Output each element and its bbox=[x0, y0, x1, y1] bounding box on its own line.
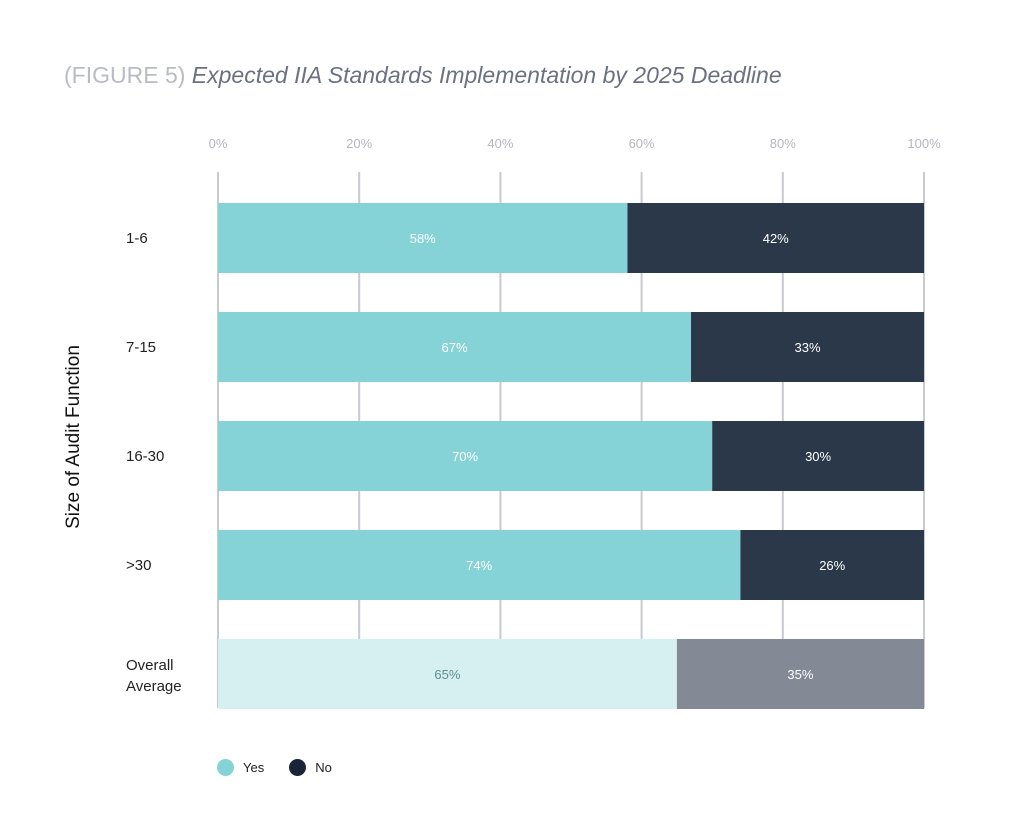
chart-title: (FIGURE 5) Expected IIA Standards Implem… bbox=[64, 62, 782, 89]
data-label: 35% bbox=[787, 667, 813, 682]
legend-item-yes: Yes bbox=[217, 759, 264, 776]
y-tick-label: Overall Average bbox=[126, 657, 182, 695]
bar-no bbox=[627, 203, 924, 273]
bar-yes bbox=[218, 639, 677, 709]
legend-item-no: No bbox=[289, 759, 332, 776]
legend-label-no: No bbox=[315, 760, 332, 775]
bar-yes bbox=[218, 421, 713, 491]
y-tick-label: >30 bbox=[126, 557, 151, 574]
x-tick-label: 100% bbox=[907, 136, 941, 151]
x-tick-label: 40% bbox=[487, 136, 513, 151]
data-label: 65% bbox=[434, 667, 460, 682]
data-label: 74% bbox=[466, 558, 492, 573]
data-label: 42% bbox=[763, 231, 789, 246]
data-label: 30% bbox=[805, 449, 831, 464]
bar-yes bbox=[218, 312, 692, 382]
x-tick-label: 0% bbox=[209, 136, 228, 151]
x-tick-label: 20% bbox=[346, 136, 372, 151]
data-label: 33% bbox=[794, 340, 820, 355]
figure-number: (FIGURE 5) bbox=[64, 62, 186, 88]
data-label: 70% bbox=[452, 449, 478, 464]
legend-swatch-yes bbox=[217, 759, 234, 776]
legend: Yes No bbox=[217, 759, 357, 776]
y-tick-label: 1-6 bbox=[126, 230, 148, 247]
data-label: 26% bbox=[819, 558, 845, 573]
legend-swatch-no bbox=[289, 759, 307, 776]
bar-yes bbox=[218, 203, 628, 273]
bar-no bbox=[712, 421, 924, 491]
y-tick-label: 7-15 bbox=[126, 339, 156, 356]
data-label: 58% bbox=[410, 231, 436, 246]
data-label: 67% bbox=[441, 340, 467, 355]
x-tick-label: 80% bbox=[770, 136, 796, 151]
bar-no bbox=[691, 312, 924, 382]
x-tick-label: 60% bbox=[629, 136, 655, 151]
legend-label-yes: Yes bbox=[243, 760, 265, 775]
bar-no bbox=[676, 639, 924, 709]
bar-no bbox=[740, 530, 924, 600]
y-tick-label: 16-30 bbox=[126, 448, 164, 465]
bar-yes bbox=[218, 530, 741, 600]
title-text: Expected IIA Standards Implementation by… bbox=[191, 62, 782, 88]
